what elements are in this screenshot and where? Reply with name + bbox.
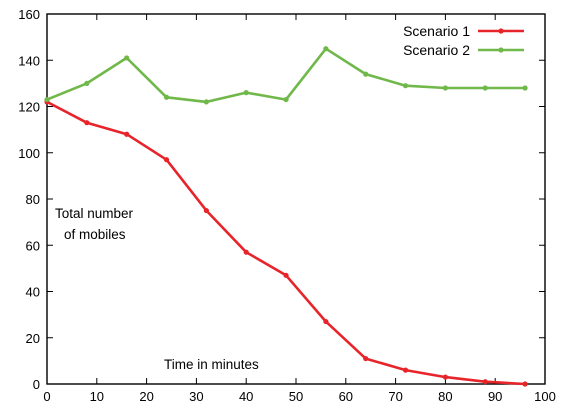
series-2-point — [84, 80, 90, 86]
series-1-point — [203, 207, 209, 214]
x-tick-label: 100 — [534, 389, 556, 404]
x-tick-label: 90 — [488, 389, 502, 404]
legend-label-2: Scenario 2 — [403, 42, 470, 58]
y-tick-label: 20 — [26, 331, 40, 346]
series-2-point — [44, 96, 50, 103]
series-1-point — [124, 131, 130, 137]
x-tick-label: 50 — [289, 389, 303, 404]
x-tick-label: 30 — [189, 389, 203, 404]
y-tick-label: 160 — [18, 7, 40, 22]
legend-label-1: Scenario 1 — [403, 23, 470, 39]
xlabel: Time in minutes — [164, 357, 259, 372]
x-tick-label: 20 — [139, 389, 153, 404]
axis-ticks: 0 10 20 30 40 50 60 70 80 90 100 0 20 40 60 80 100 120 140… — [18, 7, 556, 404]
x-tick-label: 70 — [388, 389, 402, 404]
series-2-point — [163, 94, 170, 100]
series-layer — [44, 46, 528, 387]
series-1-point — [84, 120, 90, 126]
series-1-point — [243, 249, 249, 255]
series-2-point — [243, 90, 249, 96]
series-2-point — [402, 83, 409, 89]
series-1-point — [363, 355, 369, 362]
x-tick-label: 10 — [90, 389, 104, 404]
series-2-point — [363, 71, 369, 77]
series-1-point — [442, 374, 448, 380]
y-tick-label: 80 — [26, 192, 40, 207]
series-2-point — [323, 46, 329, 52]
series-2-point — [482, 85, 488, 91]
x-tick-label: 80 — [438, 389, 452, 404]
x-tick-label: 0 — [43, 389, 50, 404]
series-1-point — [402, 367, 409, 373]
legend: Scenario 1 Scenario 2 — [403, 23, 524, 58]
x-tick-label: 60 — [339, 389, 353, 404]
x-tick-label: 40 — [239, 389, 253, 404]
series-1-point — [283, 272, 289, 278]
series-1-point — [323, 318, 329, 325]
ylabel-line2: of mobiles — [64, 227, 126, 242]
series-2-point — [522, 85, 528, 91]
y-tick-label: 0 — [33, 377, 40, 392]
series-2-point — [124, 55, 130, 61]
y-tick-label: 60 — [26, 238, 40, 253]
series-2-point — [203, 99, 209, 105]
series-1-point — [522, 381, 528, 387]
ylabel-line1: Total number — [55, 206, 134, 221]
y-tick-label: 140 — [18, 53, 40, 68]
legend-marker-2 — [498, 47, 504, 53]
legend-marker-1 — [498, 28, 504, 34]
y-tick-label: 100 — [18, 146, 40, 161]
series-2-point — [442, 85, 448, 91]
series-1-point — [482, 379, 488, 385]
series-1-point — [163, 157, 170, 163]
plot-frame — [46, 13, 546, 385]
y-tick-label: 120 — [18, 100, 40, 115]
series-line-1 — [46, 100, 526, 386]
y-tick-label: 40 — [26, 285, 40, 300]
series-2-point — [283, 96, 289, 103]
